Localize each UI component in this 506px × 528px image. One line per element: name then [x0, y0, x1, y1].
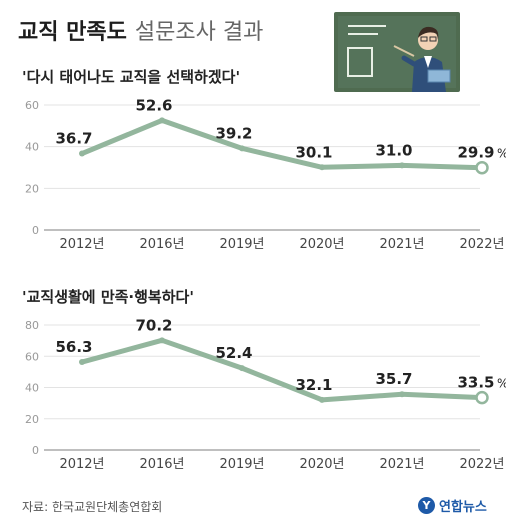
y-tick-label: 20: [25, 413, 39, 426]
data-label: 70.2: [135, 316, 172, 334]
data-label: 35.7: [375, 370, 412, 388]
x-tick-label: 2012년: [59, 237, 104, 252]
line-chart-choose-again: 0 20 40 60 36.7 52.6 39.2 30.1 31.0 29.9% 2012년 201…: [25, 96, 506, 252]
line-chart-satisfaction: 0 20 40 60 80 56.3 70.2 52.4 32.1 35.7 33.5% 2012년 2…: [25, 316, 506, 472]
data-point: [319, 164, 325, 171]
data-point: [399, 162, 405, 169]
y-tick-label: 60: [25, 350, 39, 363]
data-point-last: [475, 160, 489, 175]
y-tick-label: 20: [25, 182, 39, 195]
title-main: 교직 만족도: [18, 20, 127, 45]
chart2-title: '교직생활에 만족·행복하다': [22, 288, 194, 306]
data-point: [239, 145, 245, 152]
y-tick-label: 80: [25, 319, 39, 332]
data-point: [159, 337, 165, 344]
x-tick-label: 2019년: [219, 237, 264, 252]
teacher-illustration: [334, 12, 460, 92]
data-label: 39.2: [215, 124, 252, 142]
x-tick-label: 2020년: [299, 237, 344, 252]
data-label: 31.0: [375, 141, 412, 159]
x-tick-label: 2012년: [59, 457, 104, 472]
x-tick-label: 2020년: [299, 457, 344, 472]
data-label: 56.3: [55, 338, 92, 356]
series-line: [79, 337, 485, 403]
data-point: [79, 150, 85, 157]
x-tick-label: 2016년: [139, 237, 184, 252]
unit-label: %: [497, 147, 506, 161]
data-point-last: [475, 390, 489, 405]
data-point: [239, 365, 245, 372]
source-note: 자료: 한국교원단체총연합회: [22, 500, 163, 514]
data-label: 33.5: [457, 374, 494, 392]
yonhap-logo-icon: Y: [418, 496, 435, 514]
x-tick-label: 2021년: [379, 237, 424, 252]
y-tick-label: 0: [32, 224, 39, 237]
x-tick-label: 2022년: [459, 237, 504, 252]
yonhap-logo-text: 연합뉴스: [439, 499, 487, 515]
data-label: 29.9: [457, 144, 494, 162]
data-label: 52.4: [215, 344, 252, 362]
chart1-title: '다시 태어나도 교직을 선택하겠다': [22, 68, 241, 86]
y-tick-label: 40: [25, 141, 39, 154]
data-label: 36.7: [55, 130, 92, 148]
series-line: [79, 117, 485, 171]
yonhap-logo: Y 연합뉴스: [418, 494, 487, 516]
x-tick-label: 2021년: [379, 457, 424, 472]
title-sub: 설문조사 결과: [134, 20, 264, 45]
data-label: 52.6: [135, 96, 172, 114]
data-point: [319, 396, 325, 403]
x-tick-label: 2022년: [459, 457, 504, 472]
page-title: 교직 만족도 설문조사 결과: [18, 14, 263, 46]
data-point: [399, 391, 405, 398]
y-tick-label: 0: [32, 444, 39, 457]
y-tick-label: 40: [25, 382, 39, 395]
data-label: 30.1: [295, 143, 332, 161]
data-point: [79, 359, 85, 366]
y-tick-label: 60: [25, 99, 39, 112]
data-point: [159, 117, 165, 124]
x-tick-label: 2019년: [219, 457, 264, 472]
unit-label: %: [497, 377, 506, 391]
x-tick-label: 2016년: [139, 457, 184, 472]
data-label: 32.1: [295, 376, 332, 394]
